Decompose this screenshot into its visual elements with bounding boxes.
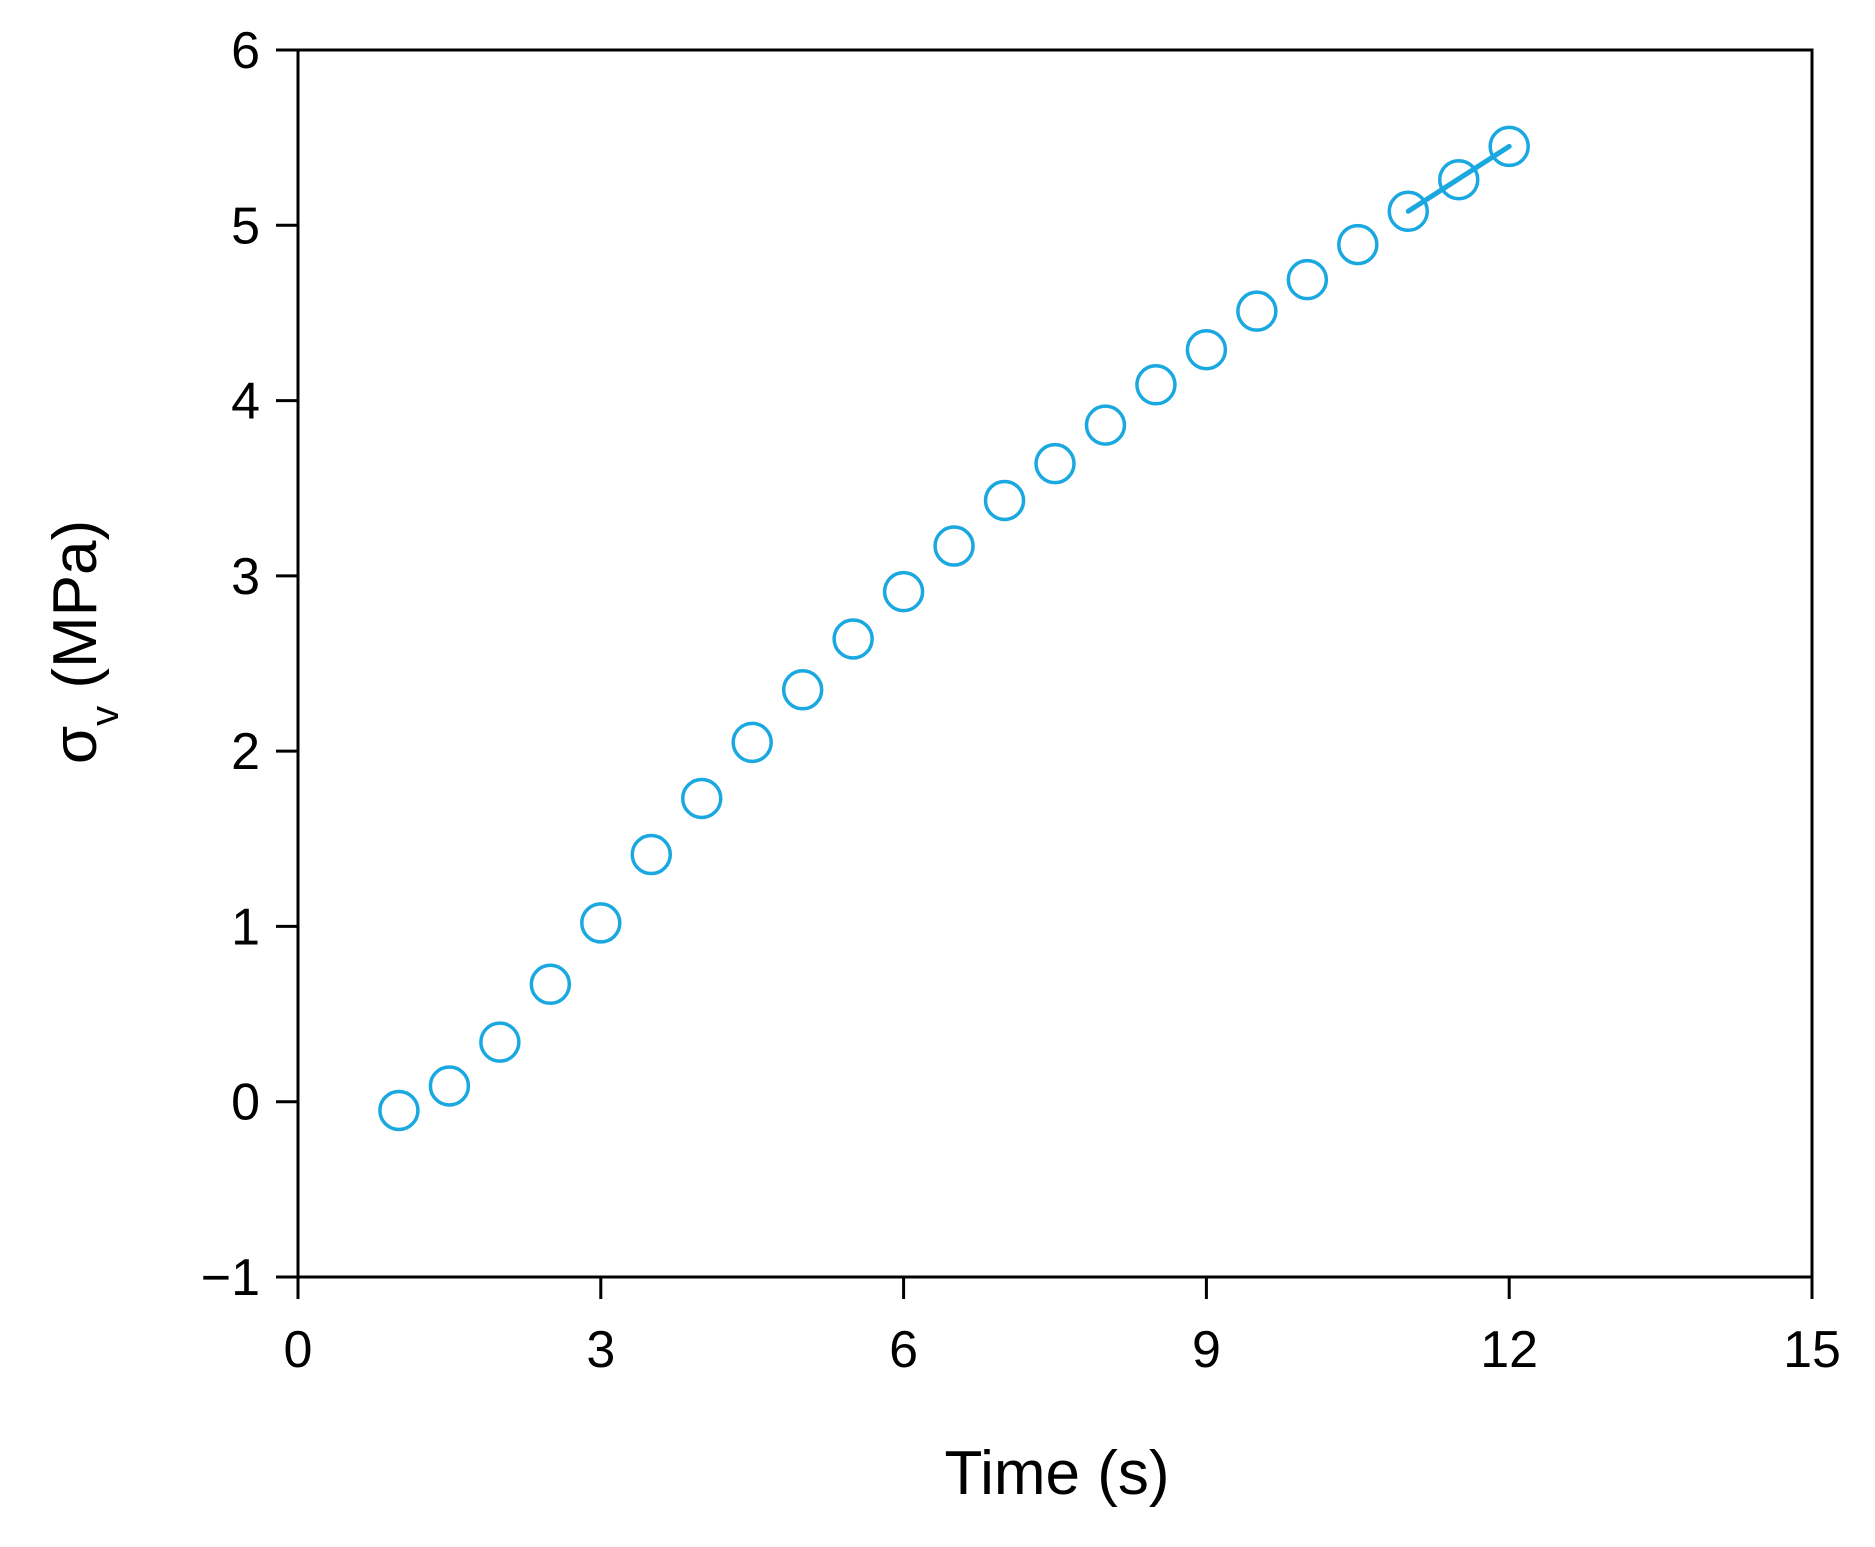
data-point	[378, 1089, 420, 1132]
x-tick-label: 0	[284, 1321, 313, 1379]
x-tick-label: 12	[1480, 1321, 1538, 1379]
x-tick-label: 15	[1783, 1321, 1841, 1379]
x-tick-label: 6	[889, 1321, 918, 1379]
data-point	[882, 570, 925, 613]
data-point	[1084, 404, 1127, 446]
data-point	[580, 902, 622, 944]
y-tick-label: 5	[231, 197, 260, 255]
plot-area-border	[296, 48, 1814, 1279]
data-point	[1337, 223, 1379, 266]
data-point	[479, 1021, 521, 1063]
data-point	[983, 479, 1026, 522]
data-point	[1236, 290, 1278, 332]
y-tick-label: 3	[231, 548, 260, 606]
data-point	[630, 833, 673, 876]
x-axis-title: Time (s)	[945, 1439, 1170, 1508]
data-point	[933, 525, 975, 567]
y-axis-unit-gap	[41, 689, 110, 706]
data-point	[1437, 158, 1480, 201]
data-point	[832, 618, 874, 660]
data-point	[781, 669, 824, 711]
x-tick-label: 9	[1192, 1321, 1221, 1379]
data-point	[1185, 328, 1228, 371]
plot-frame	[296, 48, 1814, 1279]
y-tick-label: 2	[231, 723, 260, 781]
data-point	[1387, 190, 1430, 233]
data-point	[1488, 125, 1530, 168]
y-axis-subscript: v	[83, 706, 127, 726]
y-axis-title: σv (MPa)	[41, 520, 127, 764]
y-tick-label: 4	[231, 373, 260, 431]
data-point	[529, 963, 572, 1006]
data-point	[1135, 364, 1177, 406]
x-tick-label: 3	[586, 1321, 615, 1379]
y-tick-label: 6	[231, 22, 260, 80]
data-point	[1034, 442, 1076, 485]
data-point	[731, 721, 773, 764]
y-tick-label: 1	[231, 898, 260, 956]
y-tick-label: −1	[201, 1249, 260, 1307]
data-point	[1286, 258, 1329, 301]
data-markers	[378, 125, 1530, 1132]
data-point	[428, 1065, 471, 1107]
y-axis-unit: (MPa)	[41, 520, 110, 689]
y-tick-label: 0	[231, 1074, 260, 1132]
data-point	[680, 777, 723, 820]
y-axis-symbol: σ	[41, 726, 110, 764]
